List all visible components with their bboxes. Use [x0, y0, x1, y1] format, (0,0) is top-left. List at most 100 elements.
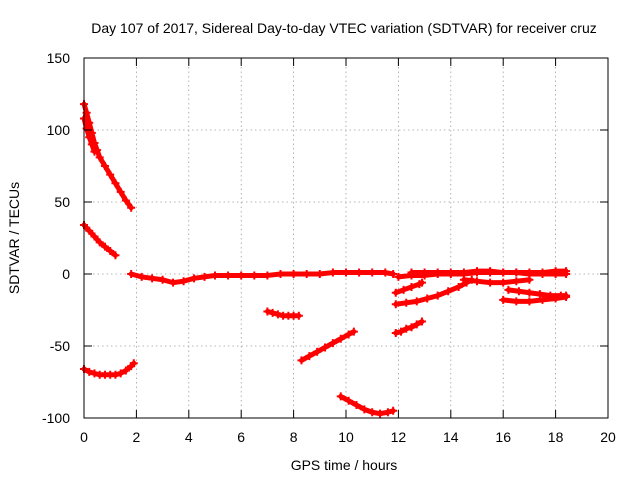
data-point: [391, 288, 400, 297]
y-axis-label: SDTVAR / TECUs: [6, 182, 22, 294]
data-point: [551, 267, 560, 276]
data-point: [90, 232, 99, 241]
data-point: [297, 356, 306, 365]
x-axis-label: GPS time / hours: [291, 457, 398, 473]
data-point: [459, 275, 468, 284]
data-point: [402, 298, 411, 307]
data-point: [473, 267, 481, 276]
data-point: [417, 278, 426, 287]
data-point: [397, 327, 406, 336]
x-tick-label: 6: [237, 429, 245, 445]
x-tick-label: 16: [495, 429, 511, 445]
data-point: [433, 291, 442, 300]
data-point: [321, 343, 330, 352]
data-point: [127, 270, 136, 278]
data-point: [111, 179, 120, 188]
series-arc-3: [80, 221, 120, 260]
series-arc-6: [263, 307, 303, 320]
series-arc-4: [80, 359, 138, 379]
data-point: [417, 317, 426, 326]
y-tick-label: 0: [62, 266, 70, 282]
series-arc-8: [336, 392, 398, 418]
series-arc-7: [297, 327, 358, 365]
data-point: [407, 323, 416, 332]
data-point: [473, 277, 481, 286]
data-point: [237, 271, 246, 280]
data-point: [137, 272, 146, 281]
chart-title: Day 107 of 2017, Sidereal Day-to-day VTE…: [91, 20, 597, 36]
data-point: [512, 277, 521, 286]
data-point: [525, 288, 534, 297]
data-point: [454, 282, 463, 291]
data-point: [100, 242, 109, 251]
data-point: [512, 268, 521, 277]
data-point: [90, 147, 99, 156]
data-point: [402, 324, 411, 333]
data-point: [368, 268, 377, 277]
data-point: [391, 300, 400, 309]
data-point: [486, 267, 495, 276]
data-point: [538, 268, 547, 277]
data-point: [444, 287, 453, 296]
data-point: [352, 401, 361, 410]
data-point: [535, 290, 544, 299]
data-point: [148, 274, 157, 283]
data-point: [263, 271, 272, 280]
data-point: [313, 347, 322, 356]
data-point: [121, 366, 130, 375]
data-point: [95, 153, 104, 162]
x-tick-label: 0: [80, 429, 88, 445]
data-point: [525, 297, 534, 306]
series-arc-5: [127, 268, 398, 287]
data-point: [87, 140, 96, 149]
data-point: [179, 277, 188, 286]
data-point: [116, 187, 125, 196]
series-arc-15: [499, 293, 571, 306]
data-point: [294, 311, 303, 320]
data-point: [169, 278, 178, 287]
x-tick-label: 20: [600, 429, 616, 445]
data-point: [383, 408, 392, 417]
data-point: [200, 272, 209, 281]
data-point: [360, 405, 369, 414]
y-tick-label: -50: [50, 338, 70, 354]
data-point: [512, 297, 521, 306]
data-point: [315, 270, 324, 278]
data-point: [514, 287, 523, 296]
data-point: [538, 295, 547, 304]
series-arc-11: [391, 275, 476, 309]
data-point: [525, 268, 534, 277]
data-point: [336, 334, 345, 343]
series-arc-14: [459, 275, 534, 287]
data-point: [344, 396, 353, 405]
data-point: [158, 275, 167, 284]
data-point: [190, 274, 199, 283]
x-tick-label: 12: [391, 429, 407, 445]
data-point: [525, 275, 534, 284]
data-point: [504, 285, 513, 294]
data-point: [121, 196, 130, 205]
data-point: [302, 270, 311, 278]
x-tick-label: 4: [185, 429, 193, 445]
data-point: [211, 271, 219, 280]
data-point: [263, 307, 272, 316]
data-point: [342, 268, 350, 277]
y-tick-label: 100: [47, 122, 71, 138]
data-point: [407, 282, 416, 291]
data-point: [499, 295, 508, 304]
data-point: [224, 271, 233, 280]
data-point: [305, 352, 314, 361]
data-point: [376, 409, 385, 418]
series-arc-10: [391, 278, 426, 297]
x-tick-label: 2: [133, 429, 141, 445]
data-point: [499, 268, 508, 277]
data-point: [85, 226, 94, 235]
y-tick-label: -100: [42, 410, 70, 426]
data-point: [355, 268, 364, 277]
axis-ticks: [83, 57, 609, 419]
data-point: [433, 268, 442, 277]
data-point: [95, 238, 104, 247]
data-point: [111, 370, 120, 379]
data-point: [85, 133, 94, 142]
